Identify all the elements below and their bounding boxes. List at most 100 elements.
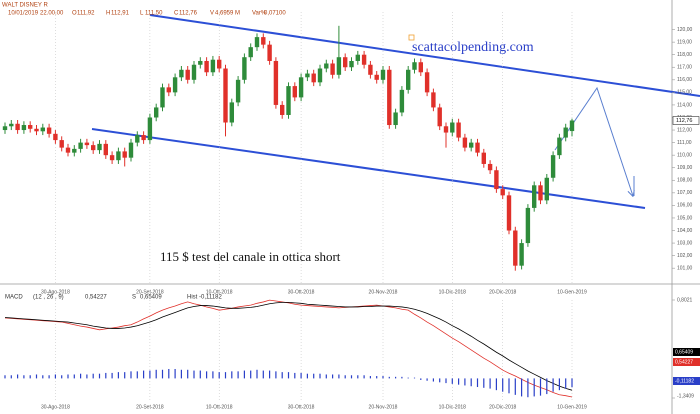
histogram-bar <box>130 371 132 379</box>
candle-body <box>557 137 562 156</box>
histogram-bar <box>369 376 371 379</box>
histogram-bar <box>319 373 321 379</box>
candle-body <box>475 142 480 153</box>
candle-body <box>343 57 348 68</box>
histogram-bar <box>199 370 201 379</box>
candle-body <box>91 145 96 151</box>
candle-body <box>399 89 405 113</box>
candle-body <box>242 57 247 80</box>
histogram-bar <box>539 378 542 396</box>
histogram-bar <box>23 375 25 379</box>
candle-body <box>330 63 335 75</box>
header-value: 112,76 <box>179 11 198 17</box>
histogram-bar <box>546 378 548 395</box>
watermark: scattacolpending.com <box>412 40 534 55</box>
histogram-bar <box>464 378 466 386</box>
candle-body <box>368 64 373 75</box>
candle-body <box>217 59 222 69</box>
histogram-bar <box>80 373 82 379</box>
candle-body <box>9 123 14 127</box>
histogram-bar <box>420 378 422 380</box>
series-name: Hist <box>187 295 198 301</box>
y-tick-label: 107,00 <box>677 190 693 196</box>
header-value: 4,6959 M <box>215 11 240 17</box>
histogram-bar <box>180 369 182 379</box>
candle-body <box>456 122 461 138</box>
candle-body <box>235 79 241 103</box>
candle-body <box>532 185 537 208</box>
x-tick-label: 30-Ott-2018 <box>288 404 315 410</box>
header-date: 10/01/2019 <box>8 11 39 17</box>
header-label: H <box>106 11 110 17</box>
histogram-bar <box>426 378 428 381</box>
candle-body <box>544 177 549 201</box>
candle-body <box>380 69 386 80</box>
histogram-bar <box>395 376 397 379</box>
histogram-bar <box>401 376 403 379</box>
x-tick-label: 30-Ott-2018 <box>288 289 315 295</box>
candle-body <box>437 107 442 127</box>
histogram-bar <box>231 371 233 379</box>
histogram-bar <box>29 375 31 379</box>
candle-body <box>406 69 411 90</box>
histogram-bar <box>432 378 434 382</box>
candle-body <box>46 127 52 134</box>
y-tick-label: 106,00 <box>677 203 693 209</box>
candle-body <box>261 37 266 45</box>
series-name: S <box>132 295 136 301</box>
candle-body <box>122 151 127 158</box>
histogram-bar <box>521 378 523 397</box>
candle-body <box>135 135 140 143</box>
histogram-bar <box>495 378 497 391</box>
candle-body <box>506 195 512 231</box>
candle-body <box>204 60 209 73</box>
candle-body <box>494 170 499 190</box>
candle-body <box>500 189 505 196</box>
candle-body <box>109 155 115 161</box>
histogram-bar <box>86 374 88 379</box>
histogram-bar <box>439 378 441 383</box>
candle-body <box>248 47 253 58</box>
candle-body <box>116 151 121 161</box>
histogram-bar <box>533 378 535 397</box>
histogram-bar <box>558 378 560 391</box>
x-tick-label: 20-Dic-2018 <box>489 289 516 295</box>
macd-params: (12 , 26 , 9) <box>33 295 64 301</box>
histogram-bar <box>111 372 113 379</box>
histogram-bar <box>155 369 157 379</box>
header-value: 111,50 <box>145 11 163 17</box>
histogram-bar <box>206 371 208 379</box>
series-readout: -0,11182 <box>199 295 222 301</box>
y-tick-label: -1,3409 <box>677 393 694 399</box>
histogram-bar <box>174 368 176 379</box>
candle-body <box>569 120 575 132</box>
candle-body <box>481 152 486 164</box>
y-tick-label: 0,8021 <box>677 297 693 303</box>
y-tick-label: 119,00 <box>677 39 692 45</box>
histogram-bar <box>250 370 252 379</box>
histogram-bar <box>565 378 567 389</box>
annotation: 115 $ test del canale in ottica short <box>160 249 341 264</box>
histogram-bar <box>67 374 69 379</box>
value-badge-label: 0,65409 <box>675 349 693 355</box>
histogram-bar <box>338 374 340 379</box>
channel-lower <box>91 128 646 209</box>
histogram-bar <box>17 374 19 379</box>
value-badge <box>673 377 700 385</box>
histogram-bar <box>124 372 126 379</box>
histogram-bar <box>376 376 378 379</box>
histogram-bar <box>527 378 529 398</box>
candle-body <box>198 60 203 65</box>
y-tick-label: 117,00 <box>677 65 692 71</box>
candle-body <box>53 133 58 141</box>
histogram-bar <box>552 378 554 392</box>
y-tick-label: 109,00 <box>677 165 693 171</box>
macd-title: MACD <box>5 295 23 301</box>
histogram-bar <box>502 378 504 392</box>
histogram-bar <box>212 371 214 379</box>
histogram-bar <box>483 378 485 388</box>
candle-body <box>418 62 423 73</box>
histogram-bar <box>508 378 510 394</box>
candle-body <box>72 148 77 153</box>
